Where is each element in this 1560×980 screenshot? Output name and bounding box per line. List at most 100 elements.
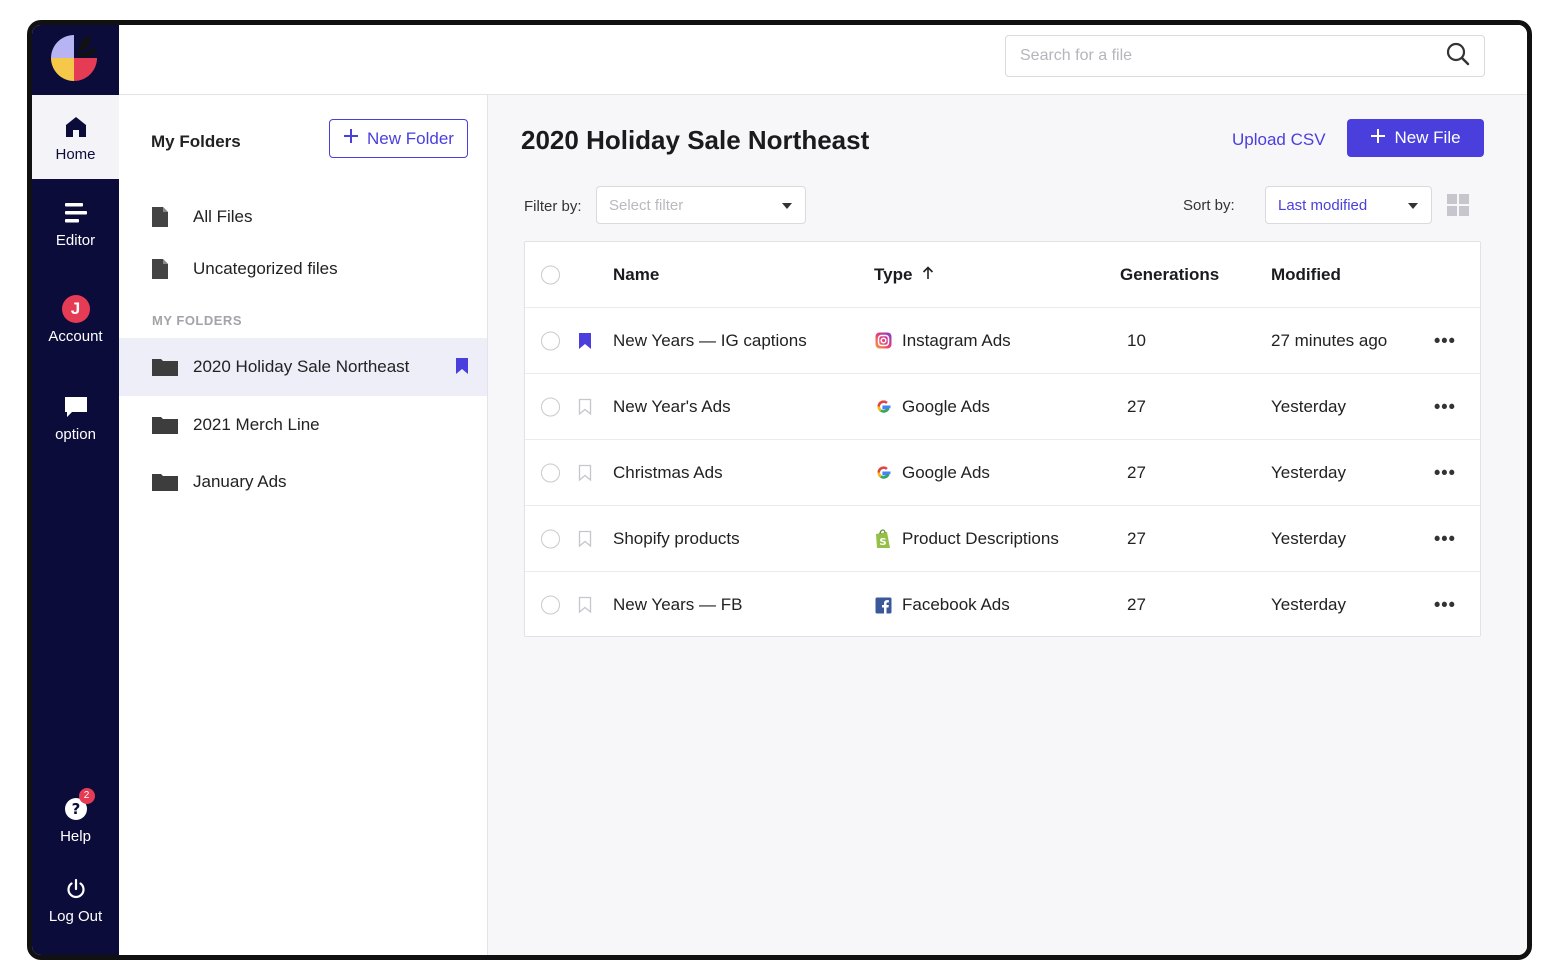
row-select-radio[interactable] <box>541 397 560 416</box>
row-type: Google Ads <box>874 463 990 483</box>
row-select-radio[interactable] <box>541 595 560 615</box>
avatar: J <box>61 294 90 323</box>
row-type: Facebook Ads <box>874 595 1010 615</box>
folder-item-label: All Files <box>193 207 253 226</box>
plus-icon <box>1370 128 1386 149</box>
table-row[interactable]: New Year's Ads Google Ads 27 Yesterday •… <box>525 374 1480 440</box>
caret-down-icon <box>781 197 793 214</box>
nav-logout[interactable]: Log Out <box>32 857 119 941</box>
file-icon <box>151 206 181 228</box>
more-options-icon[interactable]: ••• <box>1434 594 1456 615</box>
sort-label: Sort by: <box>1183 197 1235 214</box>
bookmark-outline-icon[interactable] <box>578 530 594 548</box>
row-modified: 27 minutes ago <box>1271 330 1388 350</box>
folder-2021-merch[interactable]: 2021 Merch Line <box>119 397 487 453</box>
folder-2020-holiday[interactable]: 2020 Holiday Sale Northeast <box>119 338 487 396</box>
main-content: 2020 Holiday Sale Northeast Upload CSV N… <box>488 95 1527 955</box>
file-icon <box>151 258 181 280</box>
nav-logout-label: Log Out <box>48 907 103 925</box>
search-box[interactable] <box>1005 35 1485 77</box>
row-name[interactable]: Christmas Ads <box>613 462 723 482</box>
sort-select[interactable]: Last modified <box>1265 186 1432 224</box>
more-options-icon[interactable]: ••• <box>1434 330 1456 350</box>
bookmark-filled-icon[interactable] <box>578 332 594 350</box>
editor-icon <box>61 198 91 228</box>
bookmark-icon[interactable] <box>455 357 469 380</box>
folder-item-uncategorized[interactable]: Uncategorized files <box>119 241 487 297</box>
nav-home-label: Home <box>55 145 96 163</box>
table-row[interactable]: Shopify products S Product Descriptions … <box>525 506 1480 572</box>
folders-title: My Folders <box>151 132 241 151</box>
nav-option-label: option <box>55 425 96 443</box>
grid-view-icon[interactable] <box>1446 193 1470 217</box>
upload-csv-link[interactable]: Upload CSV <box>1232 130 1326 149</box>
header-generations[interactable]: Generations <box>1120 264 1220 284</box>
folder-item-all-files[interactable]: All Files <box>119 189 487 245</box>
row-type-label: Instagram Ads <box>902 330 1011 350</box>
table-row[interactable]: New Years — IG captions Instagram Ads 10… <box>525 308 1480 374</box>
row-generations: 27 <box>1127 595 1146 614</box>
new-file-label: New File <box>1394 128 1461 147</box>
table-row[interactable]: New Years — FB Facebook Ads 27 Yesterday… <box>525 572 1480 638</box>
folders-panel: My Folders New Folder All Files Uncatego… <box>119 95 488 955</box>
files-table: Name Type Generations Modified New Years… <box>524 241 1481 637</box>
header-modified[interactable]: Modified <box>1271 264 1341 284</box>
folder-item-label: Uncategorized files <box>193 259 338 278</box>
folder-icon <box>151 472 181 492</box>
folder-icon <box>151 415 181 435</box>
row-name[interactable]: New Years — IG captions <box>613 330 807 350</box>
chat-icon <box>61 392 91 422</box>
nav-editor[interactable]: Editor <box>32 181 119 265</box>
row-modified: Yesterday <box>1271 462 1346 482</box>
nav-home[interactable]: Home <box>32 95 119 179</box>
bookmark-outline-icon[interactable] <box>578 398 594 416</box>
nav-account-label: Account <box>48 327 103 345</box>
row-type-label: Google Ads <box>902 396 990 416</box>
row-type-label: Google Ads <box>902 462 990 482</box>
page-title: 2020 Holiday Sale Northeast <box>521 125 870 155</box>
app-logo[interactable] <box>47 31 101 85</box>
google-icon <box>874 398 892 416</box>
nav-help-label: Help <box>60 827 91 845</box>
row-generations: 27 <box>1127 396 1146 416</box>
facebook-icon <box>874 596 892 614</box>
search-icon[interactable] <box>1446 42 1470 71</box>
table-header-row: Name Type Generations Modified <box>525 242 1480 308</box>
folder-january-ads[interactable]: January Ads <box>119 454 487 510</box>
search-input[interactable] <box>1020 47 1420 65</box>
new-file-button[interactable]: New File <box>1347 119 1484 157</box>
row-select-radio[interactable] <box>541 463 560 482</box>
new-folder-button[interactable]: New Folder <box>329 119 468 158</box>
row-name[interactable]: Shopify products <box>613 528 740 548</box>
row-select-radio[interactable] <box>541 529 560 548</box>
svg-text:?: ? <box>71 800 80 818</box>
row-modified: Yesterday <box>1271 595 1346 614</box>
more-options-icon[interactable]: ••• <box>1434 528 1456 548</box>
app-window: Home Editor J Account option ? 2 H <box>27 20 1532 960</box>
nav-account[interactable]: J Account <box>32 277 119 361</box>
nav-help[interactable]: ? 2 Help <box>32 777 119 861</box>
header-name[interactable]: Name <box>613 264 660 284</box>
bookmark-outline-icon[interactable] <box>578 596 594 614</box>
row-name[interactable]: New Year's Ads <box>613 396 731 416</box>
more-options-icon[interactable]: ••• <box>1434 462 1456 482</box>
more-options-icon[interactable]: ••• <box>1434 396 1456 416</box>
top-bar <box>119 25 1527 95</box>
header-type[interactable]: Type <box>874 265 934 285</box>
table-row[interactable]: Christmas Ads Google Ads 27 Yesterday ••… <box>525 440 1480 506</box>
bookmark-outline-icon[interactable] <box>578 464 594 482</box>
select-all-radio[interactable] <box>541 265 560 284</box>
folder-label: 2020 Holiday Sale Northeast <box>193 357 410 376</box>
filter-select[interactable]: Select filter <box>596 186 806 224</box>
nav-option[interactable]: option <box>32 375 119 459</box>
row-type: Google Ads <box>874 397 990 417</box>
row-name[interactable]: New Years — FB <box>613 595 743 614</box>
row-select-radio[interactable] <box>541 331 560 350</box>
nav-rail: Home Editor J Account option ? 2 H <box>32 25 119 955</box>
folder-label: January Ads <box>193 472 287 491</box>
power-icon <box>61 874 91 904</box>
row-type: Instagram Ads <box>874 331 1011 351</box>
filter-label: Filter by: <box>524 198 582 215</box>
plus-icon <box>343 128 359 149</box>
sort-select-value: Last modified <box>1278 196 1368 214</box>
